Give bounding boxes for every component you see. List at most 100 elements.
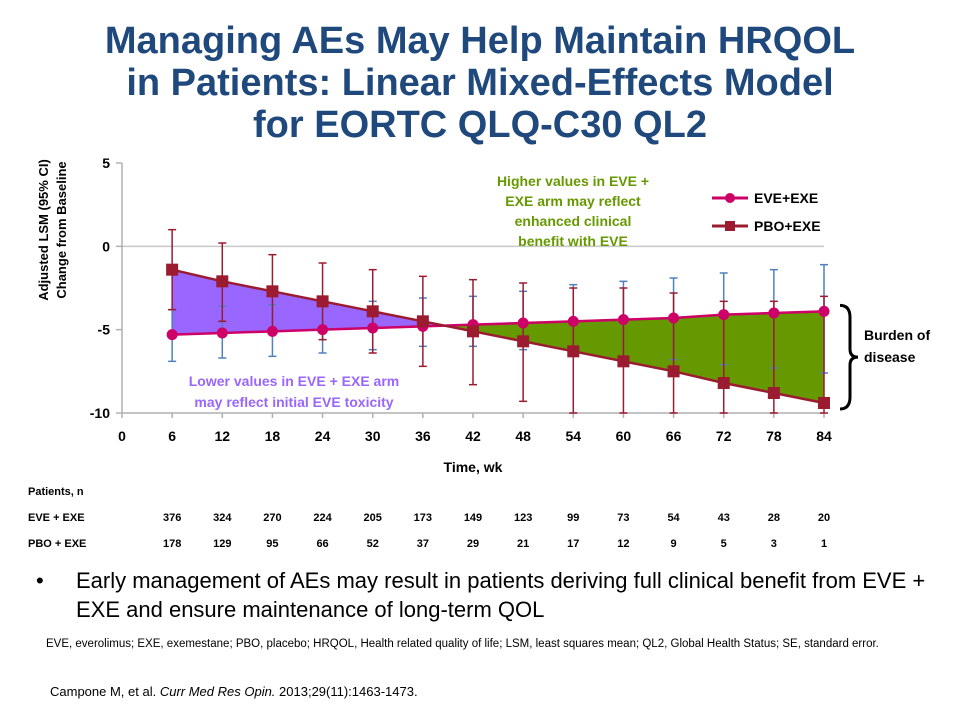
patients-eve-value: 43 <box>717 512 730 524</box>
eve-exe-point <box>216 327 228 339</box>
pbo-exe-point <box>617 355 630 368</box>
patients-eve-value: 205 <box>363 512 382 524</box>
patients-row-label-pbo: PBO + EXE <box>28 538 87 550</box>
x-tick-label: 54 <box>565 428 581 444</box>
patients-eve-value: 28 <box>767 512 780 524</box>
y-tick-label: 5 <box>102 155 110 171</box>
patients-table-header: Patients, n <box>28 486 84 498</box>
eve-exe-point <box>668 312 680 324</box>
tick-labels: 5 0 -5 -10 0 6 12 18 24 30 36 42 48 54 60 66 72 78 84 <box>90 155 832 444</box>
patients-pbo-value: 9 <box>670 538 677 550</box>
patients-eve-value: 99 <box>567 512 580 524</box>
citation-journal: Curr Med Res Opin. <box>159 684 276 699</box>
data-markers <box>166 263 830 409</box>
patients-eve-value: 54 <box>667 512 680 524</box>
x-tick-label: 24 <box>315 428 331 444</box>
legend-pbo-marker <box>725 221 735 231</box>
x-tick-label: 30 <box>365 428 381 444</box>
pbo-exe-point <box>717 377 730 389</box>
burden-brace <box>839 303 859 411</box>
y-axis-title-line-1: Adjusted LSM (95% CI) <box>36 159 51 301</box>
legend: EVE+EXE PBO+EXE <box>712 190 821 234</box>
title-line-2: in Patients: Linear Mixed-Effects Model <box>126 62 834 104</box>
patients-pbo-value: 66 <box>316 538 329 550</box>
eve-exe-point <box>517 317 529 329</box>
key-point-text: Early management of AEs may result in pa… <box>76 568 926 622</box>
annotation-higher-line-1: Higher values in EVE + <box>497 173 649 189</box>
series-lines <box>171 268 825 405</box>
annotation-higher-line-3: enhanced clinical <box>515 213 632 229</box>
pbo-exe-point <box>266 285 279 298</box>
patients-eve-value: 224 <box>313 512 332 524</box>
x-tick-label: 84 <box>816 428 832 444</box>
eve-exe-point <box>768 307 780 319</box>
y-tick-label: 0 <box>102 238 110 254</box>
patients-eve-value: 20 <box>817 512 831 524</box>
patients-pbo-value: 1 <box>820 538 828 550</box>
annotation-burden-line-2: disease <box>864 349 916 365</box>
pbo-exe-point <box>767 387 780 399</box>
patients-pbo-value: 3 <box>770 538 777 550</box>
eve-exe-line <box>172 310 825 336</box>
eve-exe-point <box>367 322 379 334</box>
patients-pbo-value: 12 <box>617 538 630 550</box>
annotation-higher-line-4: benefit with EVE <box>518 233 628 249</box>
eve-exe-point <box>818 305 830 317</box>
annotation-higher: Higher values in EVE + EXE arm may refle… <box>497 173 649 249</box>
patients-eve-value: 73 <box>617 512 630 524</box>
annotation-burden-line-1: Burden of <box>864 327 930 343</box>
eve-exe-point <box>266 325 278 337</box>
x-axis-title: Time, wk <box>444 459 503 475</box>
pbo-exe-point <box>818 397 830 409</box>
x-tick-label: 48 <box>515 428 531 444</box>
bullet-point: • <box>36 568 44 593</box>
patients-pbo-value: 21 <box>517 538 530 550</box>
pbo-exe-point <box>366 305 379 318</box>
citation-authors: Campone M, et al. <box>50 684 160 699</box>
eve-exe-point <box>166 329 178 341</box>
patients-eve-value: 123 <box>513 512 533 524</box>
x-tick-label: 18 <box>265 428 281 444</box>
legend-eve-label: EVE+EXE <box>754 190 818 206</box>
page-title: Managing AEs May Help Maintain HRQOL in … <box>20 20 940 146</box>
y-tick-label: -10 <box>90 405 110 421</box>
patients-eve-value: 270 <box>263 512 282 524</box>
patients-pbo-value: 129 <box>213 538 232 550</box>
eve-exe-point <box>317 324 329 336</box>
citation-details: 2013;29(11):1463-1473. <box>275 684 418 699</box>
x-tick-label: 66 <box>666 428 682 444</box>
pbo-exe-point <box>517 335 530 348</box>
title-line-1: Managing AEs May Help Maintain HRQOL <box>104 20 856 62</box>
eve-exe-point <box>617 314 629 326</box>
x-tick-label: 78 <box>766 428 782 444</box>
pbo-exe-point <box>667 365 680 378</box>
pbo-exe-point <box>166 263 179 276</box>
title-line-3: for EORTC QLQ-C30 QL2 <box>253 104 707 146</box>
x-tick-label: 0 <box>118 428 126 444</box>
abbreviations-footnote: EVE, everolimus; EXE, exemestane; PBO, p… <box>46 638 879 650</box>
patients-eve-value: 149 <box>463 512 483 524</box>
line-chart: 5 0 -5 -10 0 6 12 18 24 30 36 42 48 54 60 66 72 78 84 Time… <box>36 155 930 475</box>
patients-pbo-value: 37 <box>416 538 429 550</box>
x-tick-label: 6 <box>168 428 176 444</box>
annotation-higher-line-2: EXE arm may reflect <box>505 193 641 209</box>
axes <box>116 162 825 418</box>
pbo-exe-line <box>171 268 825 405</box>
pbo-exe-point <box>316 295 329 308</box>
y-axis-title-line-2: Change from Baseline <box>54 161 69 298</box>
pbo-exe-point <box>416 315 429 328</box>
x-tick-label: 42 <box>465 428 481 444</box>
patients-eve-value: 173 <box>413 512 433 524</box>
eve-exe-point <box>567 315 579 327</box>
pbo-exe-point <box>567 345 580 358</box>
citation: Campone M, et al. Curr Med Res Opin. 201… <box>50 684 418 699</box>
patients-pbo-value: 95 <box>266 538 279 550</box>
patients-pbo-value: 29 <box>466 538 480 550</box>
x-tick-label: 12 <box>214 428 230 444</box>
legend-pbo-label: PBO+EXE <box>754 218 821 234</box>
annotation-burden: Burden of disease <box>864 327 930 365</box>
patients-pbo-value: 52 <box>366 538 379 550</box>
eve-exe-point <box>718 309 730 321</box>
annotation-lower-line-1: Lower values in EVE + EXE arm <box>189 373 399 389</box>
pbo-exe-point <box>216 275 229 288</box>
